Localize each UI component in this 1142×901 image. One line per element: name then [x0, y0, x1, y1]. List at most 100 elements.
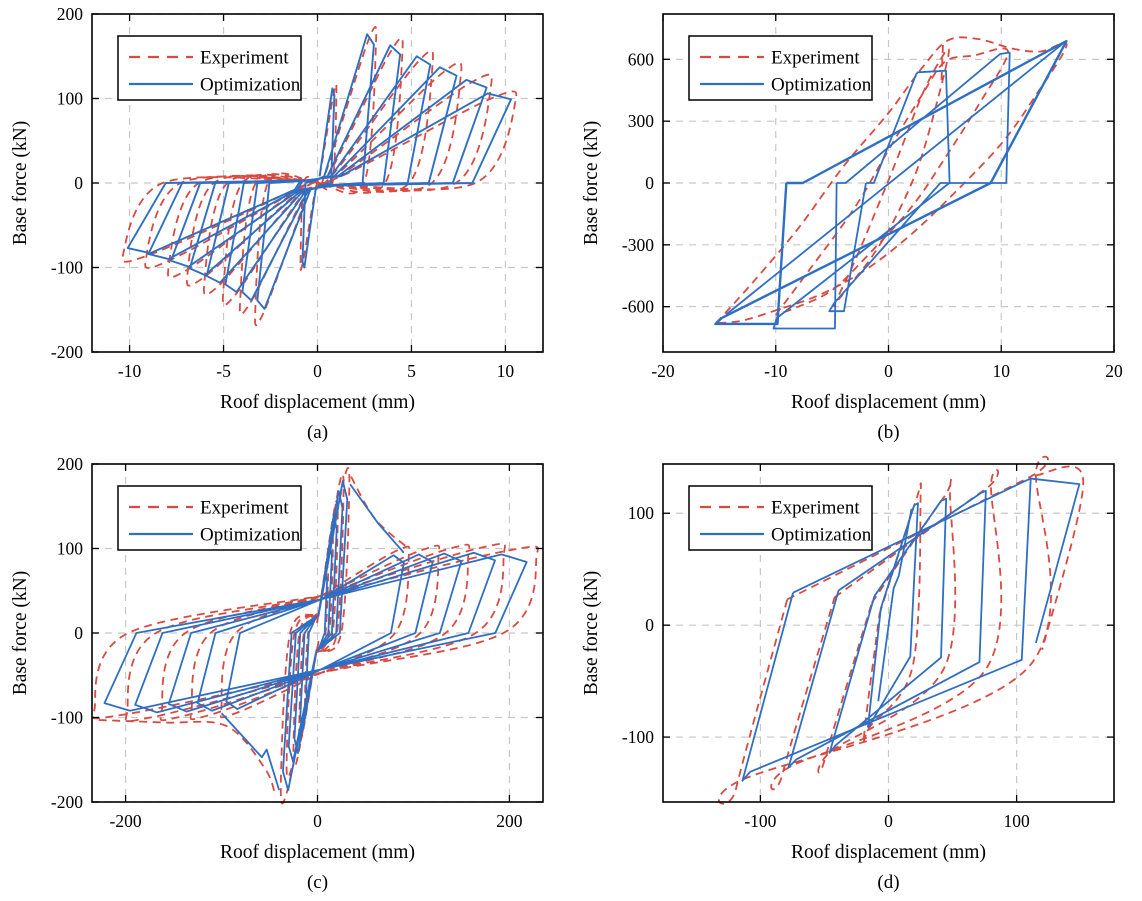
y-tick-label: 200	[57, 4, 84, 24]
curve-experiment	[350, 476, 410, 550]
y-tick-label: 0	[645, 173, 654, 193]
curve-experiment	[832, 47, 950, 308]
x-tick-label: -100	[744, 811, 776, 831]
curve-experiment	[1035, 465, 1085, 651]
x-tick-label: -200	[110, 811, 142, 831]
legend-box	[117, 35, 302, 101]
chart-a-svg: -10 -5 0 5 10 -200 -100 0 100 200 Roof displacemen…	[10, 4, 544, 443]
caption: (c)	[307, 872, 328, 893]
y-tick-label: 0	[645, 615, 654, 635]
legend-label: Experiment	[771, 48, 860, 69]
legend: Experiment Optimization	[688, 35, 873, 101]
y-tick-label: 0	[74, 623, 83, 643]
tick-marks	[92, 13, 543, 353]
y-tick-label: 100	[57, 539, 84, 559]
y-axis-label: Base force (kN)	[581, 121, 602, 246]
y-tick-label: -200	[51, 792, 83, 812]
y-tick-label: 300	[628, 111, 655, 131]
curve-optimization	[828, 69, 951, 313]
curve-optimization	[741, 477, 1032, 782]
y-tick-label: 0	[74, 173, 83, 193]
legend-box	[117, 485, 302, 551]
legend: Experiment Optimization	[117, 35, 302, 101]
x-tick-label: 0	[313, 361, 322, 381]
tick-labels: -100 0 100 -100 0 100	[622, 503, 1030, 831]
legend-box	[688, 35, 873, 101]
x-axis-label: Roof displacement (mm)	[220, 392, 415, 413]
tick-labels: -200 0 200 -200 -100 0 100 200	[51, 454, 523, 831]
chart-d-svg: -100 0 100 -100 0 100 Roof displacement (mm) Ba…	[581, 455, 1115, 893]
x-tick-label: -10	[118, 361, 142, 381]
legend-label: Optimization	[771, 75, 872, 96]
curve-experiment	[98, 719, 277, 796]
x-tick-label: -5	[216, 361, 231, 381]
caption: (a)	[307, 422, 328, 443]
tick-labels: -10 -5 0 5 10 -200 -100 0 100 200	[51, 4, 514, 381]
y-tick-label: 600	[628, 49, 655, 69]
tick-marks	[662, 14, 1115, 352]
y-axis-label: Base force (kN)	[581, 571, 602, 696]
curve-experiment	[775, 47, 1009, 316]
curve-experiment	[862, 482, 922, 745]
curve-optimization	[787, 489, 987, 769]
legend-label: Experiment	[200, 48, 289, 69]
x-tick-label: 100	[1004, 811, 1031, 831]
series-optimization	[103, 480, 528, 792]
curve-optimization	[126, 33, 512, 310]
x-axis-label: Roof displacement (mm)	[791, 842, 986, 863]
series-optimization	[741, 477, 1081, 782]
y-tick-label: -100	[51, 258, 83, 278]
curve-optimization	[725, 42, 1064, 316]
curve-optimization	[828, 497, 948, 754]
curve-optimization	[867, 502, 919, 728]
panel-a: -10 -5 0 5 10 -200 -100 0 100 200 Roof displacemen…	[0, 0, 571, 450]
curve-optimization	[282, 480, 349, 792]
x-tick-label: 10	[497, 361, 515, 381]
panel-d: -100 0 100 -100 0 100 Roof displacement (mm) Ba…	[571, 450, 1142, 901]
y-tick-label: -600	[622, 297, 654, 317]
y-tick-label: -200	[51, 342, 83, 362]
y-axis-label: Base force (kN)	[10, 121, 31, 246]
x-tick-label: 0	[884, 361, 893, 381]
tick-marks	[92, 463, 543, 803]
x-axis-label: Roof displacement (mm)	[791, 392, 986, 413]
x-tick-label: -10	[764, 361, 788, 381]
curve-experiment	[91, 542, 539, 723]
legend-label: Experiment	[200, 498, 289, 519]
curve-optimization	[103, 551, 528, 714]
chart-b-svg: -20 -10 0 10 20 -600 -300 0 300 600 Roof displacem…	[581, 13, 1123, 443]
curve-experiment	[817, 477, 957, 774]
x-tick-label: 0	[313, 811, 322, 831]
curve-experiment	[717, 455, 1052, 805]
y-tick-label: 100	[57, 89, 84, 109]
curve-optimization	[772, 51, 1011, 330]
x-tick-label: 0	[884, 811, 893, 831]
x-tick-label: 10	[993, 361, 1011, 381]
x-tick-label: 5	[407, 361, 416, 381]
tick-labels: -20 -10 0 10 20 -600 -300 0 300 600	[622, 49, 1123, 381]
x-tick-label: 20	[1105, 361, 1123, 381]
y-tick-label: -100	[622, 727, 654, 747]
legend-box	[688, 485, 873, 551]
tick-marks	[663, 464, 1114, 802]
panel-c: -200 0 200 -200 -100 0 100 200 Roof displacement…	[0, 450, 571, 901]
chart-c-svg: -200 0 200 -200 -100 0 100 200 Roof displacement…	[10, 454, 544, 893]
curve-experiment	[940, 40, 945, 80]
curve-optimization	[349, 483, 405, 554]
legend-label: Optimization	[200, 525, 301, 546]
panel-b: -20 -10 0 10 20 -600 -300 0 300 600 Roof displacem…	[571, 0, 1142, 450]
legend-label: Optimization	[200, 75, 301, 96]
x-tick-label: -20	[651, 361, 675, 381]
series-optimization	[126, 33, 512, 310]
caption: (d)	[877, 872, 899, 893]
y-axis-label: Base force (kN)	[10, 571, 31, 696]
y-tick-label: 200	[57, 454, 84, 474]
x-tick-label: 200	[496, 811, 523, 831]
curve-optimization	[877, 508, 913, 702]
legend-label: Experiment	[771, 498, 860, 519]
x-axis-label: Roof displacement (mm)	[220, 842, 415, 863]
y-tick-label: 100	[628, 503, 655, 523]
curve-optimization	[1030, 477, 1081, 644]
legend: Experiment Optimization	[688, 485, 873, 551]
